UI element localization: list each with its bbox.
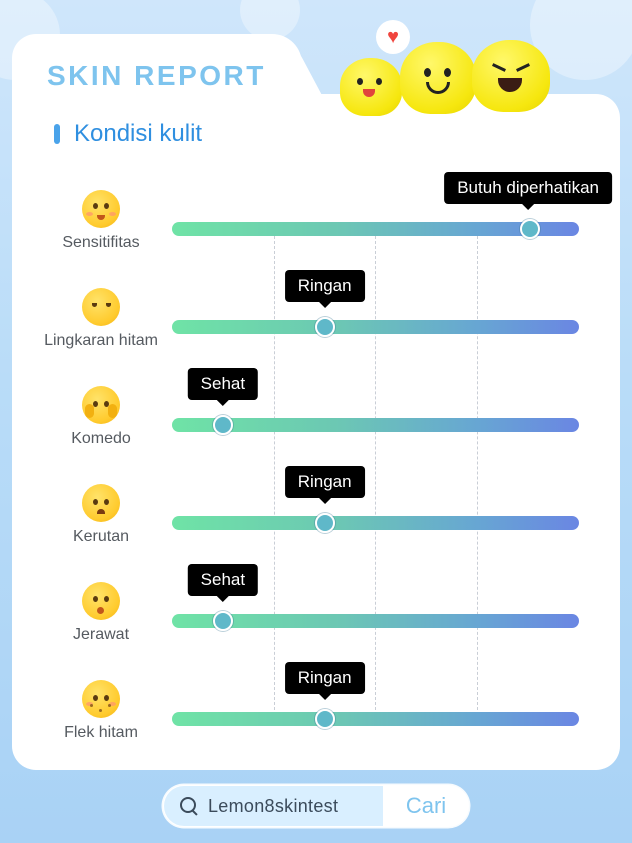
level-thumb xyxy=(212,611,233,631)
grid-line-75 xyxy=(477,236,478,710)
status-tooltip: Sehat xyxy=(187,564,259,602)
grid-line-25 xyxy=(274,236,275,710)
squint-spots-emoji xyxy=(82,680,120,718)
level-thumb xyxy=(314,317,335,337)
metric-row: Jerawat Sehat xyxy=(0,564,632,670)
metric-label: Komedo xyxy=(71,430,131,447)
level-track xyxy=(172,712,579,726)
metric-row: Komedo Sehat xyxy=(0,368,632,474)
page-title: SKIN REPORT xyxy=(47,60,266,91)
kiss-blush-emoji xyxy=(82,190,120,228)
level-track xyxy=(172,516,579,530)
status-tooltip: Ringan xyxy=(284,662,365,700)
level-track xyxy=(172,222,579,236)
metric-label: Kerutan xyxy=(72,528,130,545)
status-tooltip: Butuh diperhatikan xyxy=(444,172,612,210)
grid-line-50 xyxy=(375,236,376,710)
level-thumb xyxy=(520,219,541,239)
search-bar[interactable]: Lemon8skintest Cari xyxy=(163,785,469,827)
metric-label: Sensitifitas xyxy=(62,234,140,251)
level-track xyxy=(172,320,579,334)
hands-on-face-emoji xyxy=(82,386,120,424)
level-track xyxy=(172,418,579,432)
section-header: Kondisi kulit xyxy=(54,120,202,148)
heart-icon: ♥ xyxy=(376,20,410,54)
lemon-mascot-middle xyxy=(400,42,476,114)
status-tooltip: Ringan xyxy=(284,466,365,504)
search-input[interactable]: Lemon8skintest xyxy=(164,786,384,826)
metric-row: Flek hitam Ringan xyxy=(0,662,632,768)
level-thumb xyxy=(314,513,335,533)
metric-row: Kerutan Ringan xyxy=(0,466,632,572)
search-query: Lemon8skintest xyxy=(208,795,339,816)
section-accent-bar xyxy=(54,124,60,144)
metric-row: Sensitifitas Butuh diperhatikan xyxy=(0,172,632,278)
frowning-emoji xyxy=(82,484,120,522)
metric-label: Lingkaran hitam xyxy=(44,332,158,349)
lemon-mascot-right xyxy=(472,40,550,112)
status-tooltip: Sehat xyxy=(187,368,259,406)
search-icon xyxy=(180,797,198,815)
lemon-mascots xyxy=(330,20,570,116)
level-thumb xyxy=(212,415,233,435)
surprised-emoji xyxy=(82,582,120,620)
level-thumb xyxy=(314,709,335,729)
level-track xyxy=(172,614,579,628)
metric-label: Flek hitam xyxy=(64,724,138,741)
metric-row: Lingkaran hitam Ringan xyxy=(0,270,632,376)
lemon-mascot-left xyxy=(340,58,402,116)
status-tooltip: Ringan xyxy=(284,270,365,308)
tired-eyes-emoji xyxy=(82,288,120,326)
metric-label: Jerawat xyxy=(72,626,130,643)
section-title: Kondisi kulit xyxy=(74,120,203,147)
search-button[interactable]: Cari xyxy=(384,786,468,826)
